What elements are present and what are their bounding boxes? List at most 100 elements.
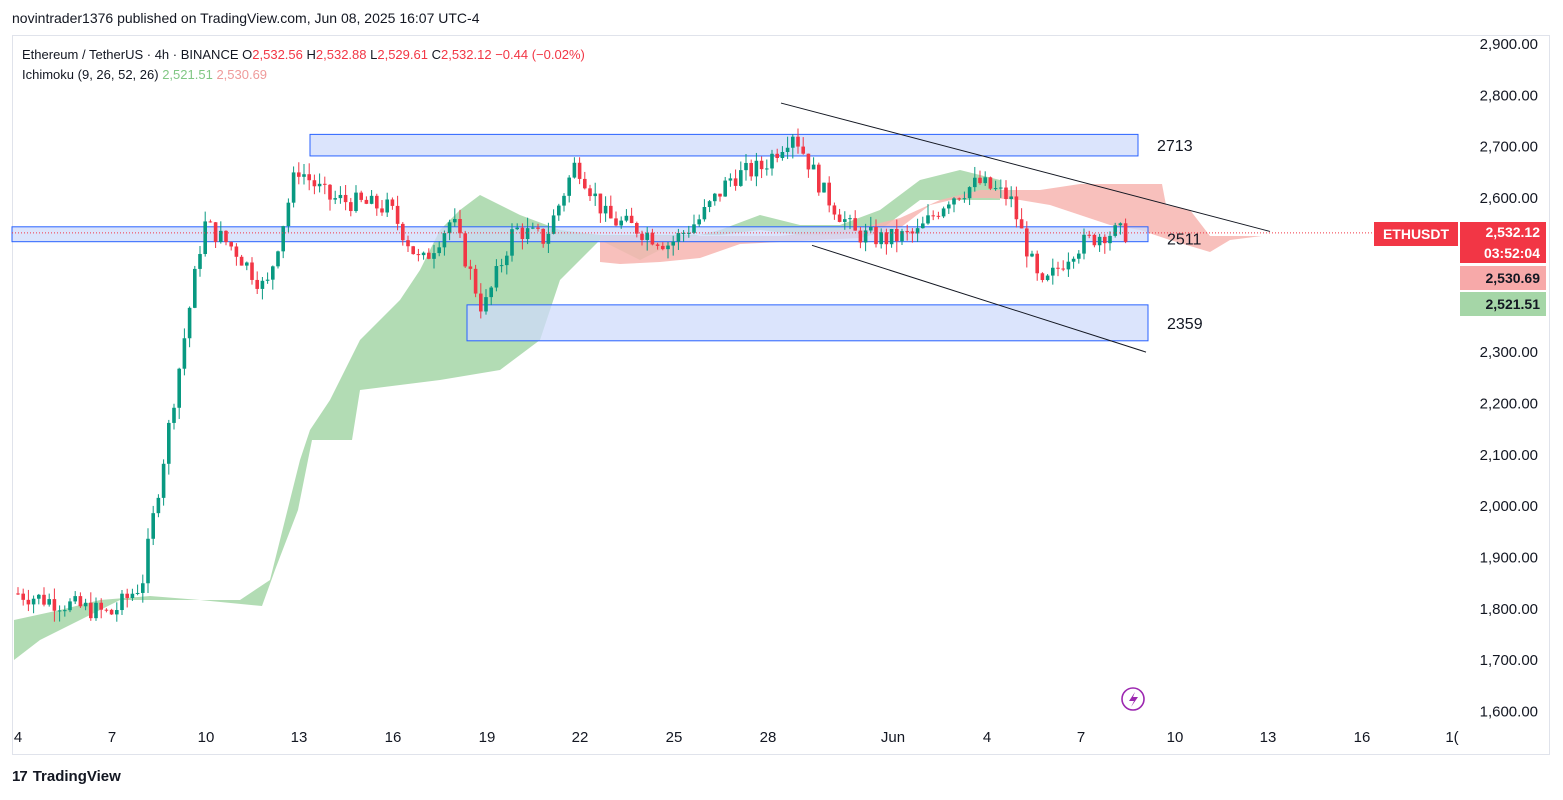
candle-body bbox=[1056, 267, 1060, 269]
candle-body bbox=[827, 182, 831, 206]
candle-body bbox=[401, 223, 405, 241]
price-tick-label: 2,200.00 bbox=[1480, 395, 1538, 412]
candle-body bbox=[73, 596, 77, 602]
candle-body bbox=[354, 192, 358, 212]
candle-body bbox=[115, 610, 119, 615]
candle-body bbox=[1014, 196, 1019, 220]
candle-body bbox=[811, 164, 816, 170]
candle-body bbox=[484, 297, 488, 312]
price-tick-label: 2,600.00 bbox=[1480, 190, 1538, 207]
candle-body bbox=[57, 610, 62, 612]
zone-2511 bbox=[11, 226, 1149, 243]
candle-body bbox=[1019, 219, 1024, 229]
candle-body bbox=[702, 207, 707, 220]
candle-body bbox=[801, 146, 805, 154]
candle-body bbox=[837, 214, 842, 222]
candle-body bbox=[754, 160, 759, 177]
candle-body bbox=[1035, 253, 1039, 274]
candle-body bbox=[806, 153, 811, 170]
candle-body bbox=[234, 246, 239, 257]
symbol-tag: ETHUSDT bbox=[1374, 222, 1458, 246]
candle-body bbox=[640, 233, 644, 240]
high-value: 2,532.88 bbox=[315, 47, 367, 62]
candle-body bbox=[109, 609, 114, 615]
candle-body bbox=[967, 187, 972, 199]
time-tick-label: 4 bbox=[983, 729, 991, 746]
candle-body bbox=[749, 162, 753, 177]
candle-body bbox=[999, 187, 1003, 189]
candle-body bbox=[598, 193, 603, 214]
candle-body bbox=[707, 201, 712, 208]
candle-body bbox=[510, 229, 514, 256]
candle-body bbox=[926, 215, 930, 224]
replay-icon[interactable] bbox=[1121, 687, 1145, 711]
cloud-bullish bbox=[14, 170, 1000, 660]
candle-body bbox=[447, 222, 452, 234]
candle-body bbox=[26, 599, 31, 605]
time-tick-label: 19 bbox=[479, 729, 496, 746]
candle-body bbox=[947, 204, 951, 209]
candle-body bbox=[167, 422, 171, 464]
price-tick-label: 2,000.00 bbox=[1480, 498, 1538, 515]
candle-body bbox=[505, 255, 509, 266]
zone-2359 bbox=[466, 304, 1149, 342]
time-tick-label: 10 bbox=[1167, 729, 1184, 746]
candle-body bbox=[744, 162, 748, 171]
candle-body bbox=[213, 222, 218, 242]
candle-body bbox=[198, 254, 202, 269]
candle-body bbox=[302, 174, 306, 177]
candle-body bbox=[63, 610, 67, 612]
candle-body bbox=[957, 198, 961, 200]
close-value: 2,532.12 bbox=[440, 47, 492, 62]
candle-body bbox=[52, 599, 57, 611]
candle-body bbox=[281, 226, 285, 252]
candle-body bbox=[921, 223, 925, 229]
candle-body bbox=[593, 193, 597, 197]
candle-body bbox=[1092, 234, 1097, 246]
candle-body bbox=[499, 265, 504, 267]
candle-body bbox=[1097, 236, 1102, 246]
candle-body bbox=[421, 252, 426, 256]
candle-body bbox=[629, 215, 634, 224]
candle-body bbox=[858, 230, 863, 243]
candle-body bbox=[291, 172, 296, 203]
chart-legend: Ethereum / TetherUS · 4h · BINANCE O2,53… bbox=[22, 45, 585, 85]
candle-body bbox=[468, 266, 473, 269]
trendline-lower bbox=[811, 244, 1147, 353]
footer-brand[interactable]: 17 TradingView bbox=[12, 768, 121, 785]
candle-body bbox=[172, 407, 176, 423]
candle-body bbox=[739, 170, 743, 186]
candle-body bbox=[1087, 234, 1091, 236]
candle-body bbox=[208, 221, 213, 223]
price-tick-label: 2,300.00 bbox=[1480, 344, 1538, 361]
zone-2713 bbox=[309, 133, 1139, 157]
candle-body bbox=[161, 463, 166, 498]
time-tick-label: 16 bbox=[385, 729, 402, 746]
candle-body bbox=[21, 593, 25, 600]
candle-body bbox=[255, 279, 259, 289]
candle-body bbox=[416, 254, 421, 256]
candle-body bbox=[889, 228, 894, 245]
candle-body bbox=[562, 195, 566, 206]
candle-body bbox=[297, 172, 301, 177]
candle-body bbox=[936, 215, 941, 217]
candle-body bbox=[78, 596, 83, 607]
candle-body bbox=[1113, 225, 1117, 236]
candle-body bbox=[973, 177, 977, 188]
indicator-name[interactable]: Ichimoku (9, 26, 52, 26) bbox=[22, 67, 159, 82]
candle-body bbox=[442, 233, 447, 248]
candle-body bbox=[780, 151, 785, 159]
chart-pane[interactable] bbox=[12, 35, 1550, 755]
candle-body bbox=[130, 593, 135, 598]
candle-body bbox=[1082, 234, 1086, 254]
candle-body bbox=[120, 593, 124, 611]
time-tick-label: Jun bbox=[881, 729, 905, 746]
candle-body bbox=[307, 174, 311, 181]
symbol-title[interactable]: Ethereum / TetherUS · 4h · BINANCE bbox=[22, 47, 239, 62]
candle-body bbox=[203, 221, 207, 255]
candle-body bbox=[1103, 236, 1107, 244]
candle-body bbox=[536, 227, 540, 229]
candle-body bbox=[624, 215, 629, 221]
candle-body bbox=[1118, 223, 1123, 226]
